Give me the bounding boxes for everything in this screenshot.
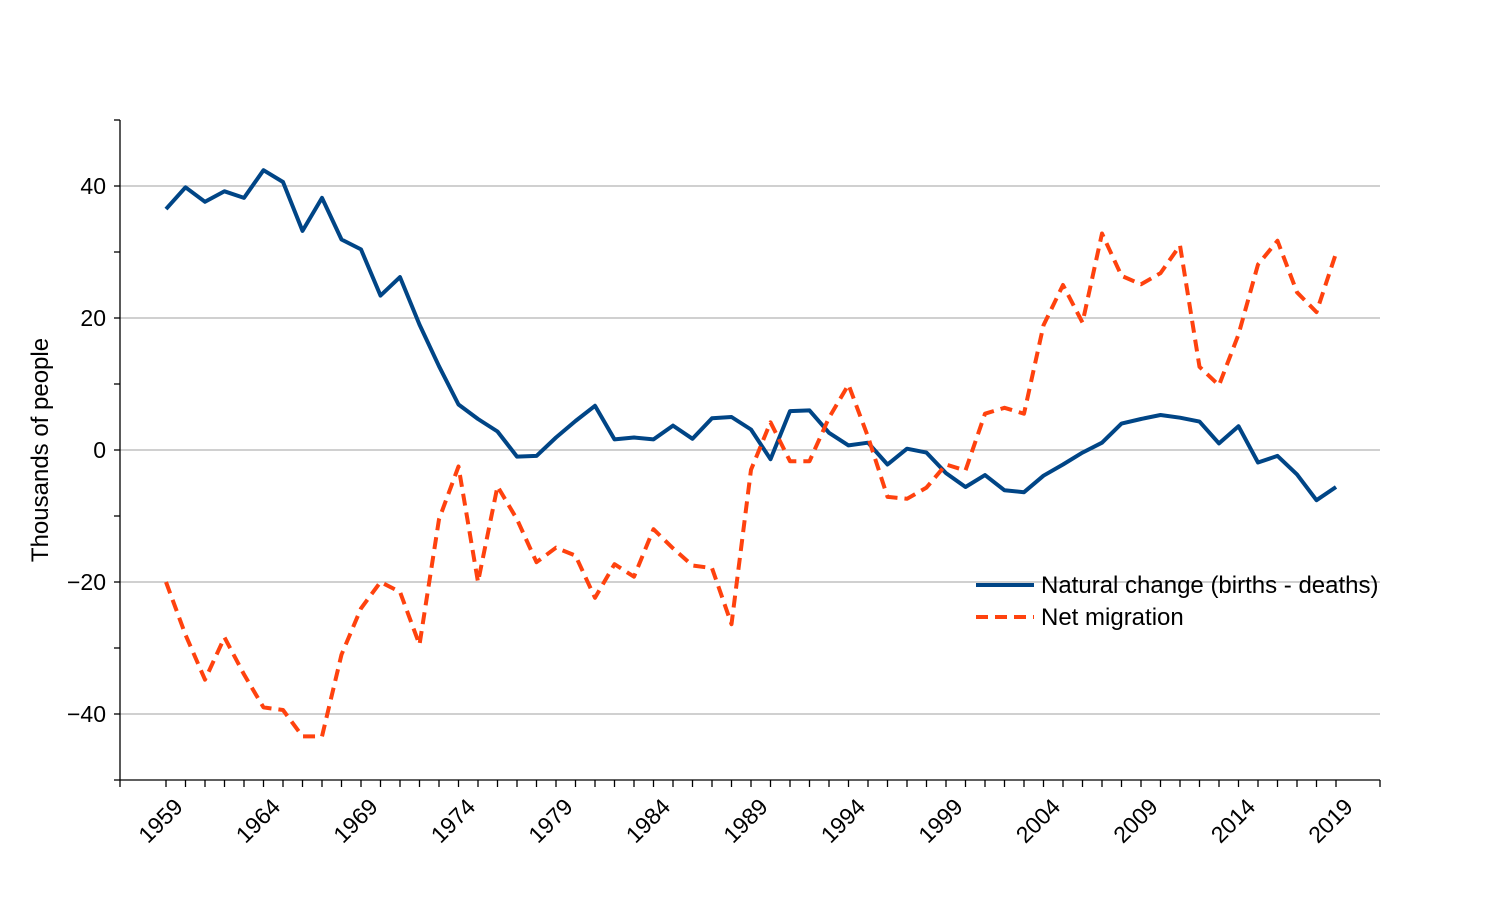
x-tick-label: 2014 [1206,793,1261,848]
x-tick-label: 1964 [231,793,286,848]
y-tick-label: −20 [67,569,106,595]
natural-change-line [164,168,1338,503]
x-tick-label: 2009 [1108,793,1163,848]
legend-label: Natural change (births - deaths) [1041,572,1379,599]
x-tick-label: 2004 [1011,793,1066,848]
y-axis-ticks: 40 20 0 −20 −40 [67,119,120,781]
series-lines [164,168,1338,739]
y-tick-label: 40 [80,173,106,199]
legend: Natural change (births - deaths) Net migr… [976,572,1379,631]
x-tick-label: 1989 [718,793,773,848]
x-tick-label: 1969 [328,793,383,848]
x-tick-label: 1974 [426,793,481,848]
x-tick-label: 1984 [621,793,676,848]
legend-label: Net migration [1041,604,1184,631]
x-tick-label: 1994 [816,793,871,848]
y-axis-title: Thousands of people [27,338,54,562]
x-tick-label: 1999 [913,793,968,848]
y-tick-label: 20 [80,305,106,331]
grid-lines [120,185,1380,715]
x-tick-label: 1979 [523,793,578,848]
x-axis-ticks: 1959 1964 1969 1974 1979 1984 1989 1994 1999 2004… [119,780,1381,848]
y-tick-label: 0 [93,437,106,463]
y-tick-label: −40 [67,701,106,727]
net-migration-line [164,231,1338,739]
x-tick-label: 1959 [133,793,188,848]
x-tick-label: 2019 [1303,793,1358,848]
